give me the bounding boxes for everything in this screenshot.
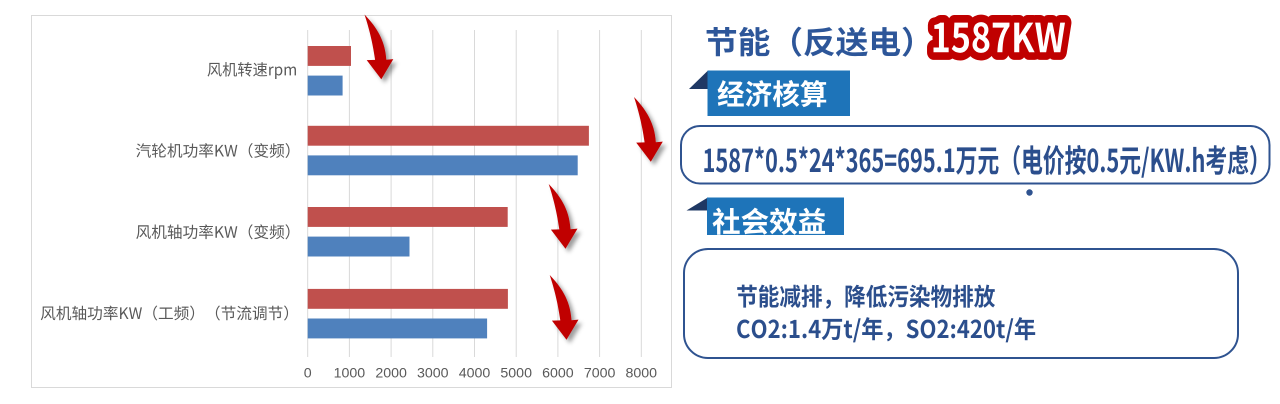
svg-text:7000: 7000 [584, 366, 616, 382]
svg-text:8000: 8000 [626, 366, 658, 382]
svg-text:2000: 2000 [375, 366, 407, 382]
svg-text:3000: 3000 [417, 366, 449, 382]
svg-text:4000: 4000 [459, 366, 491, 382]
svg-text:1000: 1000 [334, 366, 366, 382]
svg-text:0: 0 [304, 366, 312, 382]
svg-text:6000: 6000 [542, 366, 574, 382]
svg-text:5000: 5000 [500, 366, 532, 382]
